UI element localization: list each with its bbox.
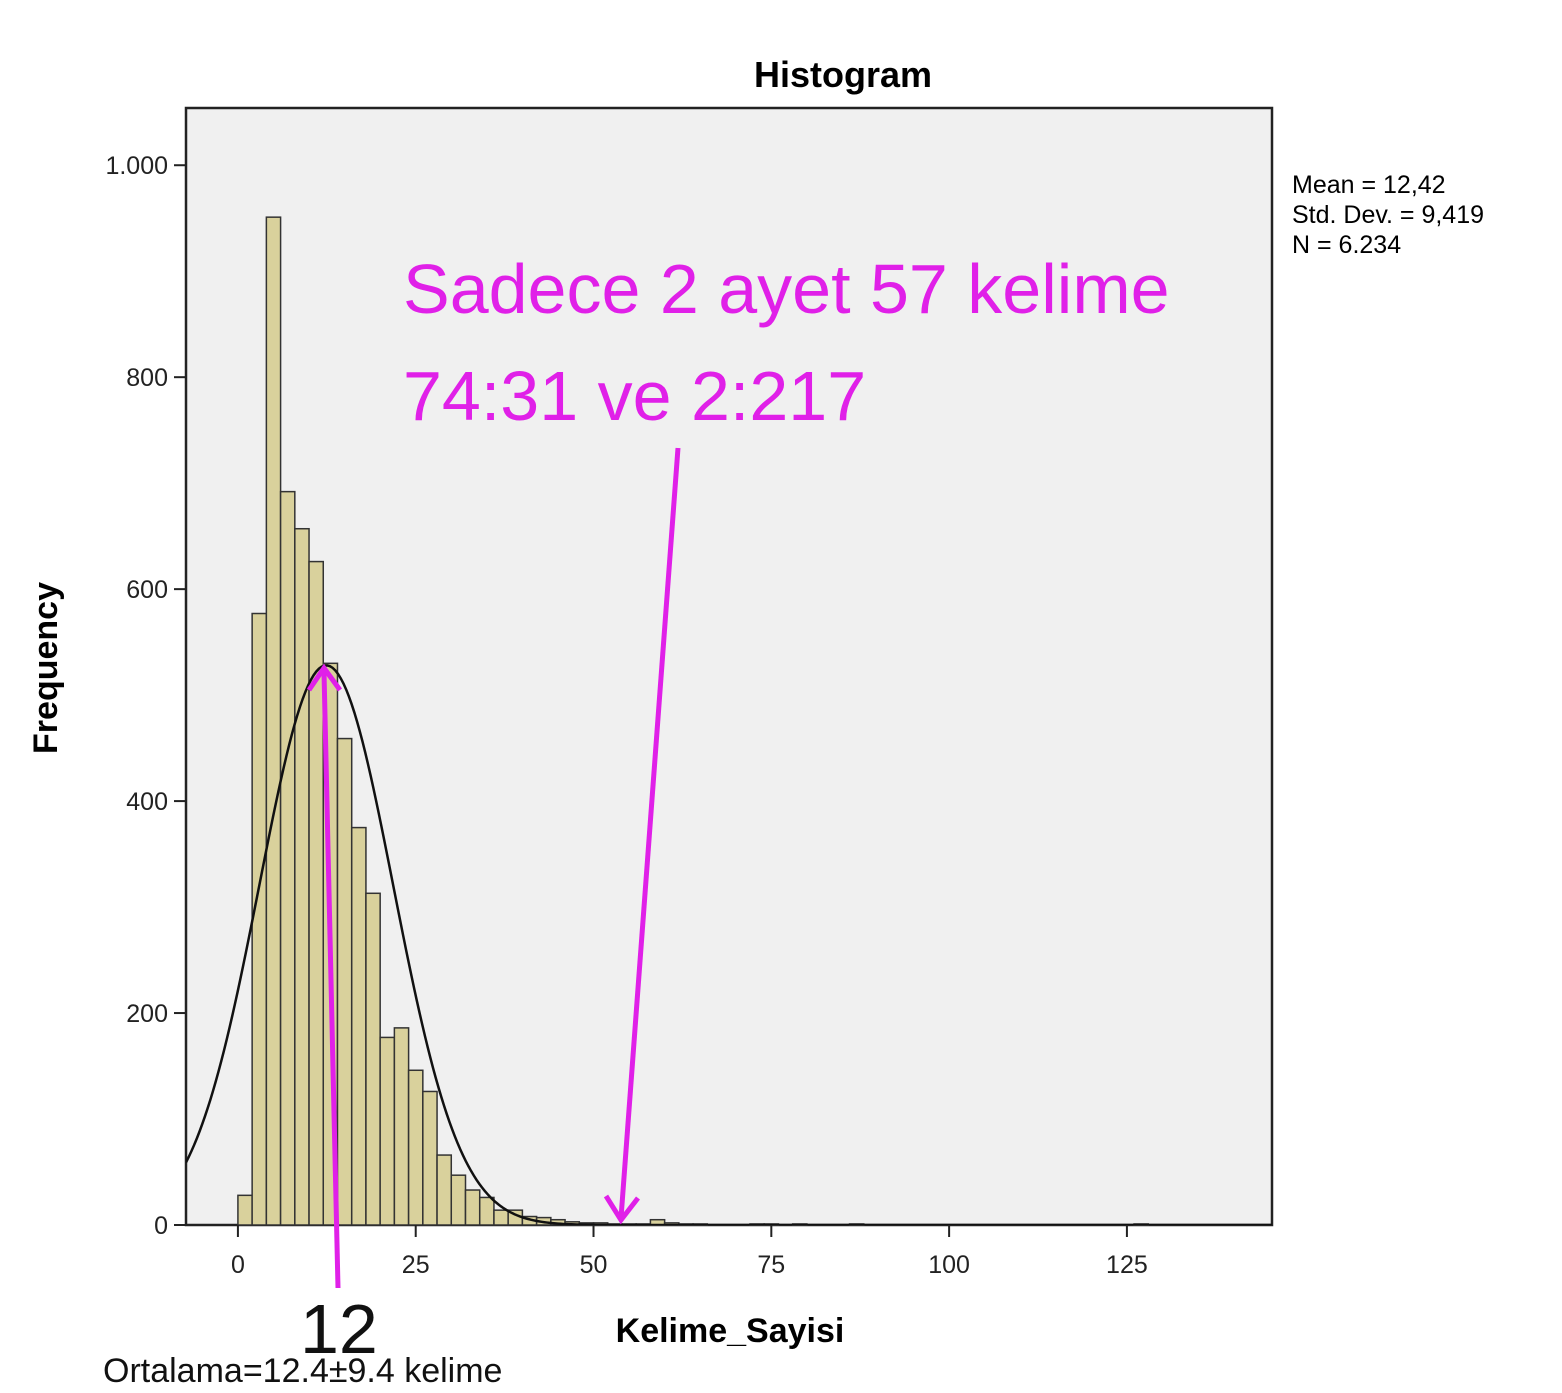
x-tick-label: 75 bbox=[757, 1251, 785, 1279]
bar bbox=[450, 1174, 467, 1226]
y-tick-label: 200 bbox=[126, 1000, 168, 1028]
stats-text: Std. Dev. = 9,419 bbox=[1292, 201, 1484, 229]
y-tick-label: 600 bbox=[126, 576, 168, 604]
bar bbox=[237, 1194, 253, 1226]
x-tick-label: 0 bbox=[231, 1251, 245, 1279]
bar bbox=[379, 1036, 396, 1226]
x-tick-label: 125 bbox=[1106, 1251, 1148, 1279]
y-axis-label: Frequency bbox=[27, 582, 65, 754]
bar bbox=[251, 612, 268, 1226]
bar bbox=[294, 527, 310, 1226]
x-axis-label: Kelime_Sayisi bbox=[616, 1312, 845, 1350]
bar bbox=[407, 1069, 424, 1226]
x-tick-label: 25 bbox=[402, 1251, 430, 1279]
arrow-head bbox=[603, 1194, 640, 1225]
annotation: 12 bbox=[300, 1290, 378, 1368]
y-tick-label: 0 bbox=[154, 1212, 168, 1240]
bar bbox=[265, 216, 282, 1226]
normal-curve bbox=[186, 664, 1272, 1225]
bar bbox=[393, 1027, 410, 1226]
bar bbox=[336, 737, 353, 1226]
bar bbox=[308, 560, 325, 1226]
arrow bbox=[321, 671, 341, 1289]
arrow bbox=[618, 447, 681, 1219]
bar bbox=[493, 1209, 509, 1226]
bar bbox=[478, 1196, 495, 1226]
bar bbox=[365, 892, 381, 1226]
annotation: Sadece 2 ayet 57 kelime bbox=[403, 250, 1170, 328]
bar bbox=[422, 1090, 438, 1226]
x-tick-label: 50 bbox=[580, 1251, 608, 1279]
annotation: Ortalama=12.4±9.4 kelime bbox=[103, 1352, 502, 1390]
annotation: 74:31 ve 2:217 bbox=[403, 357, 866, 435]
stats-text: Mean = 12,42 bbox=[1292, 171, 1446, 199]
bar bbox=[464, 1189, 481, 1226]
y-tick-label: 400 bbox=[126, 788, 168, 816]
arrow-head bbox=[306, 663, 343, 692]
bar bbox=[279, 490, 296, 1226]
stats-text: N = 6.234 bbox=[1292, 231, 1401, 259]
bar bbox=[350, 826, 367, 1226]
x-tick-label: 100 bbox=[928, 1251, 970, 1279]
y-tick-label: 800 bbox=[126, 364, 168, 392]
y-tick-label: 1.000 bbox=[105, 152, 168, 180]
bar bbox=[436, 1154, 453, 1226]
chart-title: Histogram bbox=[754, 54, 932, 95]
